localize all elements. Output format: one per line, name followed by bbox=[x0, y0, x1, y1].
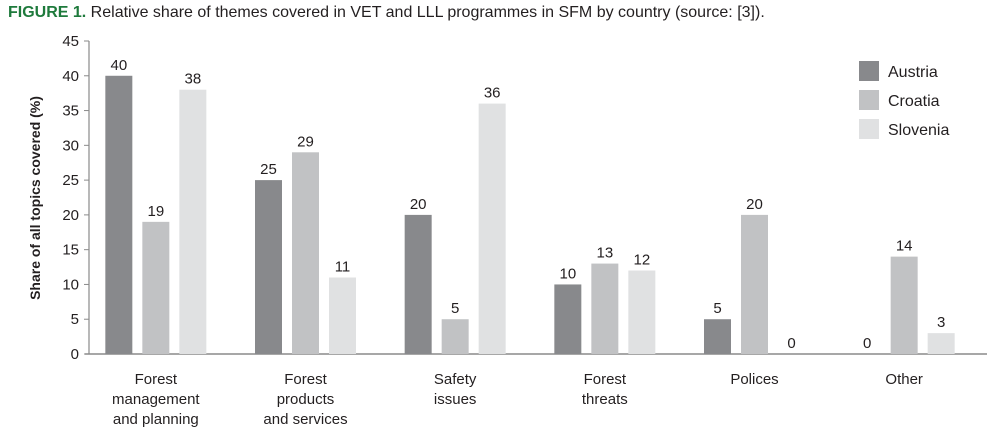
bar-croatia bbox=[441, 319, 469, 354]
bar-croatia bbox=[142, 221, 170, 354]
category-label-line: and services bbox=[263, 411, 347, 428]
value-label: 25 bbox=[260, 161, 277, 178]
value-label: 13 bbox=[596, 245, 613, 262]
bar-austria bbox=[404, 214, 432, 354]
value-label: 20 bbox=[410, 196, 427, 213]
value-label: 0 bbox=[787, 335, 795, 352]
value-label: 40 bbox=[110, 57, 127, 74]
value-label: 10 bbox=[559, 265, 576, 282]
value-label: 0 bbox=[863, 335, 871, 352]
bar-austria bbox=[255, 180, 282, 354]
y-tick-label: 15 bbox=[62, 242, 79, 259]
bar-slovenia bbox=[927, 333, 955, 354]
category-label-line: Safety bbox=[434, 371, 477, 388]
legend-swatch-croatia bbox=[859, 90, 879, 110]
category-label-line: issues bbox=[434, 391, 477, 408]
figure-label: FIGURE 1. bbox=[8, 4, 87, 21]
legend-swatch-austria bbox=[859, 61, 879, 81]
value-label: 36 bbox=[484, 85, 501, 102]
category-label-line: Polices bbox=[730, 371, 778, 388]
y-tick-label: 30 bbox=[62, 137, 79, 154]
category-label-line: Other bbox=[885, 371, 923, 388]
category-label-line: management bbox=[112, 391, 200, 408]
bar-slovenia bbox=[329, 277, 356, 354]
value-label: 5 bbox=[713, 300, 721, 317]
category-label: Other bbox=[885, 371, 923, 388]
bar-austria bbox=[105, 75, 133, 355]
value-label: 19 bbox=[147, 203, 164, 220]
y-tick-label: 20 bbox=[62, 207, 79, 224]
y-tick-label: 45 bbox=[62, 33, 79, 50]
bar-slovenia bbox=[628, 270, 656, 354]
category-label: Forest threats bbox=[582, 371, 628, 408]
bar-croatia bbox=[741, 214, 768, 354]
category-label-line: products bbox=[277, 391, 335, 408]
value-label: 5 bbox=[451, 300, 459, 317]
value-label: 20 bbox=[746, 196, 763, 213]
value-label: 14 bbox=[896, 238, 913, 255]
category-label-line: Forest bbox=[284, 371, 327, 388]
y-tick-label: 35 bbox=[62, 103, 79, 120]
value-label: 11 bbox=[335, 258, 351, 275]
legend-label-slovenia: Slovenia bbox=[888, 122, 949, 139]
bar-croatia bbox=[890, 256, 918, 354]
category-label: Forest management and planning bbox=[112, 371, 200, 428]
category-label: Polices bbox=[730, 371, 778, 388]
legend: Austria Croatia Slovenia bbox=[859, 61, 949, 139]
bar-austria bbox=[704, 319, 731, 354]
y-tick-label: 25 bbox=[62, 172, 79, 189]
legend-label-austria: Austria bbox=[888, 64, 938, 81]
legend-label-croatia: Croatia bbox=[888, 93, 940, 110]
value-label: 12 bbox=[633, 252, 650, 269]
value-labels: 40 19 38 25 29 11 20 5 36 10 13 12 5 20 0 0 14 3 bbox=[110, 57, 945, 352]
legend-swatch-slovenia bbox=[859, 119, 879, 139]
bar-slovenia bbox=[478, 103, 506, 354]
value-label: 38 bbox=[184, 71, 201, 88]
y-tick-label: 10 bbox=[62, 276, 79, 293]
bar-croatia bbox=[292, 152, 319, 354]
category-labels: Forest management and planning Forest produc… bbox=[112, 371, 923, 428]
category-label-line: and planning bbox=[113, 411, 199, 428]
bar-croatia bbox=[591, 263, 619, 354]
y-tick-label: 5 bbox=[71, 311, 79, 328]
category-label: Safety issues bbox=[434, 371, 477, 408]
value-label: 3 bbox=[937, 314, 945, 331]
y-tick-label: 0 bbox=[71, 346, 79, 363]
bar-slovenia bbox=[179, 89, 207, 354]
category-label: Forest products and services bbox=[263, 371, 347, 428]
figure-caption: FIGURE 1. Relative share of themes cover… bbox=[8, 4, 765, 22]
category-label-line: Forest bbox=[135, 371, 178, 388]
bars bbox=[105, 75, 955, 355]
caption-text: Relative share of themes covered in VET … bbox=[86, 4, 765, 21]
bar-austria bbox=[554, 284, 582, 354]
y-axis-label: Share of all topics covered (%) bbox=[27, 96, 43, 300]
category-label-line: Forest bbox=[584, 371, 627, 388]
value-label: 29 bbox=[297, 133, 314, 150]
category-label-line: threats bbox=[582, 391, 628, 408]
y-tick-label: 40 bbox=[62, 68, 79, 85]
